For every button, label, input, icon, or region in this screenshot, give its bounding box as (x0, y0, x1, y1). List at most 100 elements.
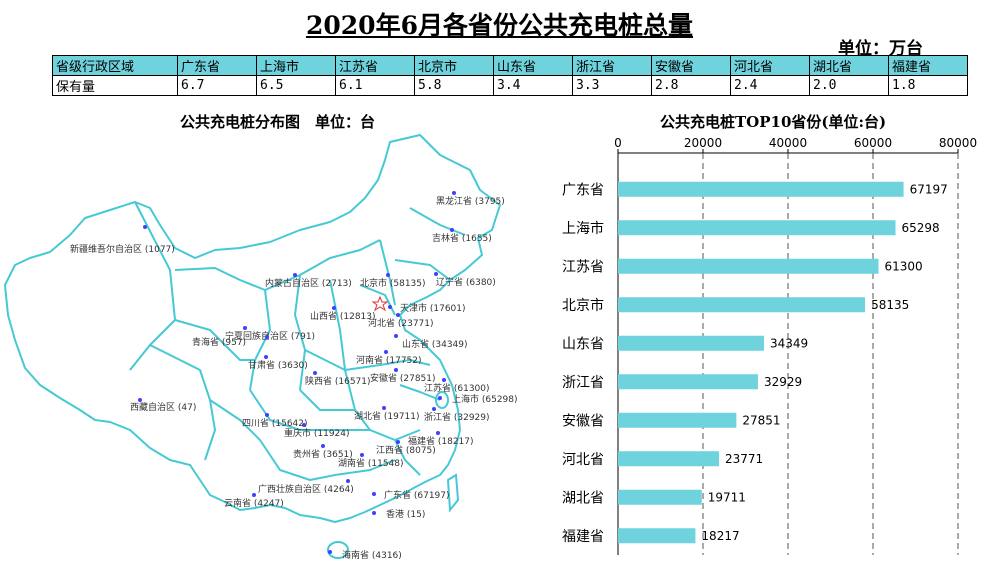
map-label-guizhou: 贵州省 (3651) (293, 448, 353, 460)
map-dot (384, 350, 388, 354)
bar-value-label: 32929 (764, 375, 802, 389)
map-label-shanxi: 山西省 (12813) (310, 310, 376, 322)
x-tick-label: 40000 (769, 136, 807, 150)
summary-value-cell: 2.4 (730, 75, 810, 96)
map-dot (143, 225, 147, 229)
bar (618, 258, 879, 274)
bar (618, 489, 702, 505)
summary-value-cell: 5.8 (414, 75, 494, 96)
map-label-jiangsu: 江苏省 (61300) (424, 382, 490, 394)
summary-value-cell: 3.4 (493, 75, 573, 96)
summary-province-cell: 福建省 (888, 55, 968, 76)
bar-value-label: 18217 (701, 529, 739, 543)
unit-label: 单位：万台 (838, 39, 923, 59)
summary-value-cell: 2.8 (651, 75, 731, 96)
x-tick-label: 0 (614, 136, 622, 150)
summary-province-cell: 江苏省 (335, 55, 415, 76)
map-label-tianjin: 天津市 (17601) (400, 302, 466, 314)
map-dot (346, 479, 350, 483)
map-label-shaanxi: 陕西省 (16571) (305, 375, 371, 387)
map-dot (372, 511, 376, 515)
bar-grid (702, 153, 959, 555)
bar-chart: 0 20000 40000 60000 80000 广东省 67197 上海市 65298 江苏… (562, 136, 977, 555)
summary-province-cell: 上海市 (256, 55, 336, 76)
bar-value-label: 58135 (871, 298, 909, 312)
summary-value-cell: 6.5 (256, 75, 336, 96)
map-dot (442, 378, 446, 382)
map-dot (394, 334, 398, 338)
map-label-shanghai: 上海市 (65298) (452, 393, 518, 405)
summary-value-cell: 6.1 (335, 75, 415, 96)
map-dot (265, 413, 269, 417)
summary-table: 省级行政区域 广东省 上海市 江苏省 北京市 山东省 浙江省 安徽省 河北省 湖… (52, 55, 968, 96)
map-label-jiangxi: 江西省 (8075) (376, 444, 436, 456)
map-label-gansu: 甘肃省 (3630) (248, 359, 308, 371)
map-title: 公共充电桩分布图 单位：台 (180, 113, 376, 131)
map-label-qinghai: 青海省 (957) (192, 336, 246, 348)
summary-value-cell: 2.0 (809, 75, 889, 96)
summary-value-row: 保有量 6.7 6.5 6.1 5.8 3.4 3.3 2.8 2.4 2.0 … (52, 75, 968, 96)
map-dot (432, 407, 436, 411)
summary-value-cell: 3.3 (572, 75, 652, 96)
map-label-ningxia: 宁夏回族自治区 (791) (225, 330, 315, 342)
map-label-hunan: 湖南省 (11548) (338, 457, 404, 469)
summary-province-cell: 广东省 (177, 55, 257, 76)
map-dot (382, 406, 386, 410)
summary-row-label: 保有量 (52, 75, 178, 96)
category-label: 河北省 (562, 452, 604, 468)
china-map: 黑龙江省 (3795) 吉林省 (1655) 新疆维吾尔自治区 (1077) 内蒙古自… (4, 134, 518, 561)
category-label: 福建省 (562, 529, 604, 545)
map-label-fujian: 福建省 (18217) (408, 435, 474, 447)
bar (618, 220, 896, 236)
category-label: 山东省 (562, 336, 604, 352)
map-label-guangdong: 广东省 (67197) (384, 489, 450, 501)
x-tick-label: 20000 (684, 136, 722, 150)
category-label: 上海市 (562, 220, 604, 237)
summary-province-cell: 山东省 (493, 55, 573, 76)
category-label: 江苏省 (562, 259, 604, 275)
bar-value-label: 27851 (742, 413, 780, 427)
x-tick-label: 60000 (854, 136, 892, 150)
map-labels: 黑龙江省 (3795) 吉林省 (1655) 新疆维吾尔自治区 (1077) 内蒙古自… (70, 191, 518, 561)
bar (618, 412, 737, 428)
map-label-chongqing: 重庆市 (11924) (284, 427, 350, 439)
map-label-hubei: 湖北省 (19711) (354, 410, 420, 422)
map-outline (4, 134, 501, 523)
bar-axis: 0 20000 40000 60000 80000 (614, 136, 977, 555)
map-label-zhejiang: 浙江省 (32929) (424, 411, 490, 423)
map-label-sichuan: 四川省 (15642) (242, 417, 308, 429)
map-dot (396, 440, 400, 444)
category-label: 北京市 (562, 297, 604, 314)
map-dot (321, 444, 325, 448)
summary-province-cell: 北京市 (414, 55, 494, 76)
map-dot (332, 306, 336, 310)
category-label: 浙江省 (562, 375, 604, 391)
summary-value-cell: 1.8 (888, 75, 968, 96)
shanghai-outline (435, 391, 449, 409)
map-label-hainan: 海南省 (4316) (342, 549, 402, 561)
bar (618, 297, 866, 313)
bar-value-label: 34349 (770, 336, 808, 350)
summary-province-cell: 湖北省 (809, 55, 889, 76)
map-label-beijing: 北京市 (58135) (360, 277, 426, 289)
hainan-outline (327, 541, 349, 559)
map-label-xizang: 西藏自治区 (47) (130, 401, 196, 413)
summary-province-cell: 河北省 (730, 55, 810, 76)
bar-chart-title: 公共充电桩TOP10省份(单位:台) (660, 113, 887, 131)
category-label: 广东省 (562, 182, 604, 198)
map-dot (138, 398, 142, 402)
map-dot (265, 335, 269, 339)
map-dot (386, 273, 390, 277)
map-label-jilin: 吉林省 (1655) (432, 232, 492, 244)
map-label-hebei: 河北省 (23771) (368, 317, 434, 329)
bar-marks: 广东省 67197 上海市 65298 江苏省 61300 北京市 58135 山东省 34349… (562, 181, 948, 545)
category-label: 安徽省 (562, 413, 604, 429)
map-label-shandong: 山东省 (34349) (402, 338, 468, 350)
map-label-guangxi: 广西壮族自治区 (4264) (258, 483, 354, 495)
map-label-henan: 河南省 (17752) (356, 354, 422, 366)
map-dot (438, 396, 442, 400)
taiwan-outline (446, 473, 460, 513)
bar-value-label: 61300 (885, 259, 923, 273)
map-dot (388, 305, 392, 309)
map-label-anhui: 安徽省 (27851) (370, 372, 436, 384)
